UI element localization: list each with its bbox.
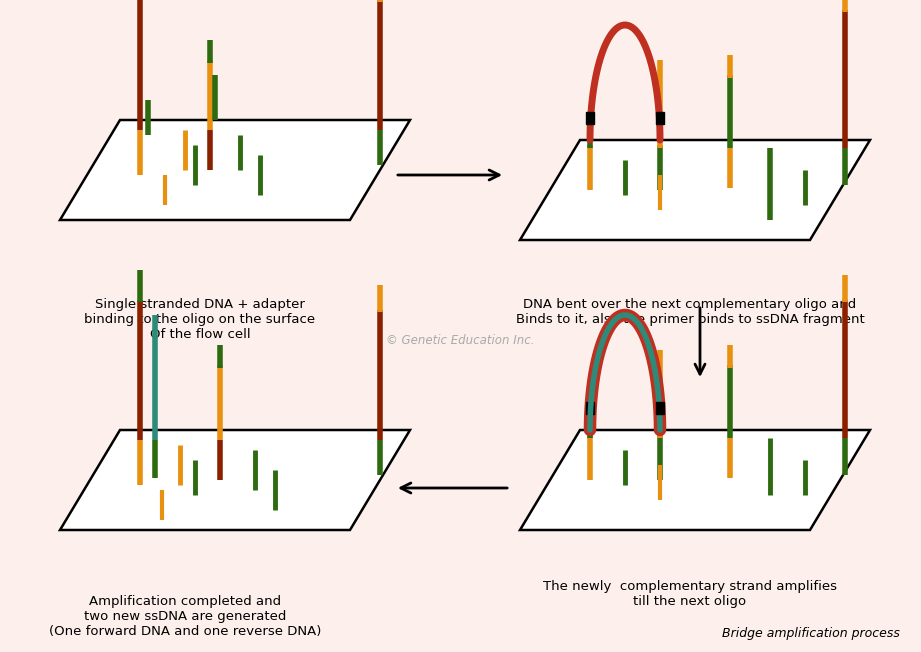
Text: © Genetic Education Inc.: © Genetic Education Inc. bbox=[386, 334, 534, 346]
Polygon shape bbox=[520, 430, 870, 530]
Bar bbox=[656, 112, 664, 124]
Polygon shape bbox=[520, 140, 870, 240]
Polygon shape bbox=[60, 430, 410, 530]
Bar bbox=[586, 112, 594, 124]
Text: Single stranded DNA + adapter
binding to the oligo on the surface
Of the flow ce: Single stranded DNA + adapter binding to… bbox=[85, 298, 316, 341]
Polygon shape bbox=[60, 120, 410, 220]
Bar bbox=[586, 402, 594, 414]
Text: DNA bent over the next complementary oligo and
Binds to it, also the primer bind: DNA bent over the next complementary oli… bbox=[516, 298, 865, 326]
Text: Amplification completed and
two new ssDNA are generated
(One forward DNA and one: Amplification completed and two new ssDN… bbox=[49, 595, 321, 638]
Text: The newly  complementary strand amplifies
till the next oligo: The newly complementary strand amplifies… bbox=[543, 580, 837, 608]
Text: Bridge amplification process: Bridge amplification process bbox=[722, 627, 900, 640]
Bar bbox=[656, 402, 664, 414]
